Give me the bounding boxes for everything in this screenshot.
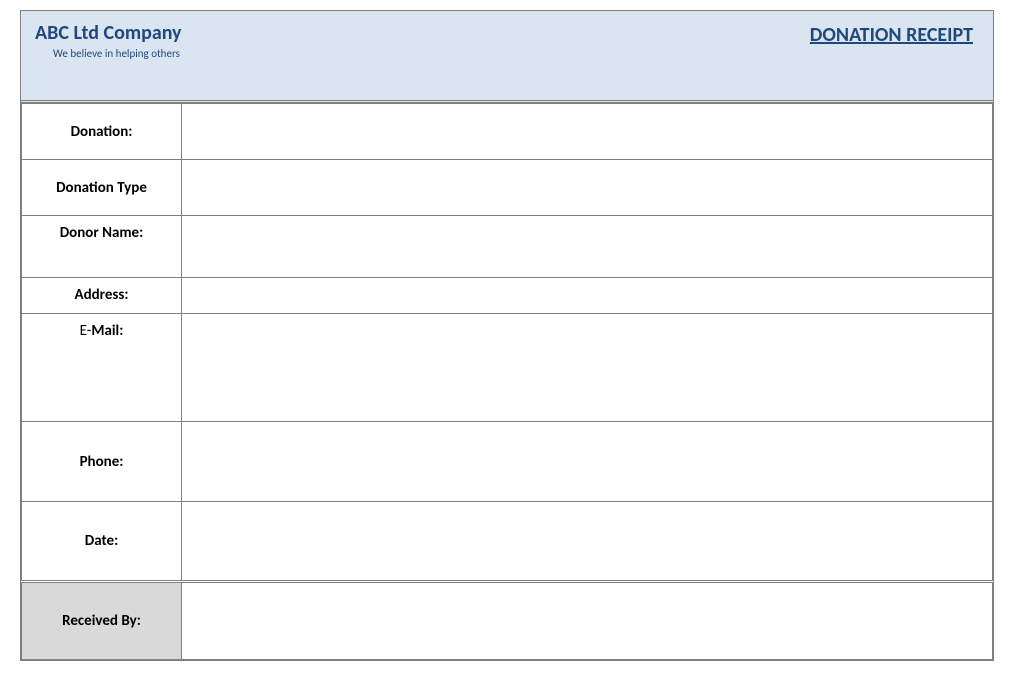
value-email[interactable] bbox=[182, 314, 993, 422]
receipt-header: ABC Ltd Company We believe in helping ot… bbox=[21, 11, 993, 103]
label-address: Address: bbox=[22, 278, 182, 314]
value-date[interactable] bbox=[182, 502, 993, 582]
row-donation_type: Donation Type bbox=[22, 160, 993, 216]
value-donation_type[interactable] bbox=[182, 160, 993, 216]
value-received-by[interactable] bbox=[182, 582, 993, 660]
label-donation_type: Donation Type bbox=[22, 160, 182, 216]
receipt-title: DONATION RECEIPT bbox=[810, 21, 979, 47]
label-email: E-Mail: bbox=[22, 314, 182, 422]
row-address: Address: bbox=[22, 278, 993, 314]
value-donation[interactable] bbox=[182, 104, 993, 160]
company-tagline: We believe in helping others bbox=[35, 47, 182, 60]
label-received-by: Received By: bbox=[22, 582, 182, 660]
receipt-form-table: Donation:Donation TypeDonor Name:Address… bbox=[21, 103, 993, 660]
row-donation: Donation: bbox=[22, 104, 993, 160]
label-donor_name: Donor Name: bbox=[22, 216, 182, 278]
row-date: Date: bbox=[22, 502, 993, 582]
donation-receipt: ABC Ltd Company We believe in helping ot… bbox=[20, 10, 994, 661]
company-block: ABC Ltd Company We believe in helping ot… bbox=[35, 21, 182, 60]
row-email: E-Mail: bbox=[22, 314, 993, 422]
label-phone: Phone: bbox=[22, 422, 182, 502]
label-date: Date: bbox=[22, 502, 182, 582]
row-donor_name: Donor Name: bbox=[22, 216, 993, 278]
row-phone: Phone: bbox=[22, 422, 993, 502]
value-phone[interactable] bbox=[182, 422, 993, 502]
label-donation: Donation: bbox=[22, 104, 182, 160]
value-donor_name[interactable] bbox=[182, 216, 993, 278]
company-name: ABC Ltd Company bbox=[35, 21, 182, 45]
value-address[interactable] bbox=[182, 278, 993, 314]
form-rows: Donation:Donation TypeDonor Name:Address… bbox=[22, 104, 993, 660]
row-received-by: Received By: bbox=[22, 582, 993, 660]
